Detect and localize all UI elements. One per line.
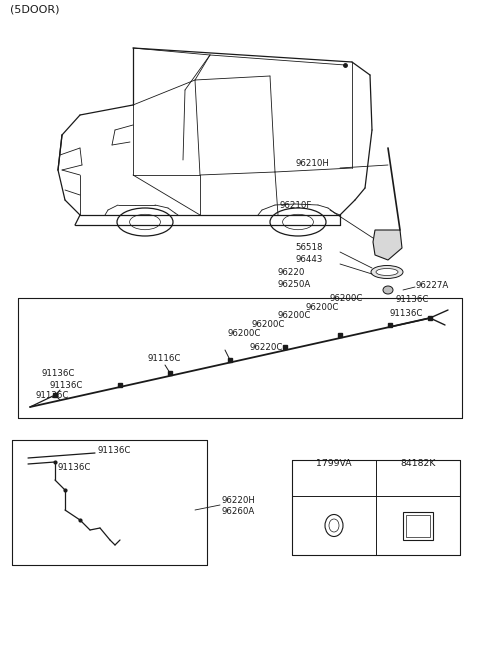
Text: 91136C: 91136C [98, 446, 132, 455]
Text: 96200C: 96200C [305, 303, 338, 312]
Text: 96220: 96220 [278, 268, 305, 277]
Ellipse shape [117, 208, 173, 236]
Text: 96443: 96443 [295, 255, 323, 264]
Ellipse shape [130, 214, 160, 229]
Text: 91136C: 91136C [42, 369, 75, 378]
Text: 91136C: 91136C [395, 295, 428, 304]
Text: 91116C: 91116C [148, 354, 181, 363]
Ellipse shape [383, 286, 393, 294]
Text: 91136C: 91136C [35, 391, 68, 400]
Text: 96220H: 96220H [222, 496, 256, 505]
Text: 91136C: 91136C [50, 381, 84, 390]
Text: 96210F: 96210F [280, 201, 312, 210]
Text: 96200C: 96200C [252, 320, 286, 329]
Text: 56518: 56518 [295, 243, 323, 252]
Text: 96200C: 96200C [228, 329, 262, 338]
Ellipse shape [376, 268, 398, 275]
Ellipse shape [371, 266, 403, 279]
Text: 96210H: 96210H [295, 159, 329, 168]
Text: 1799VA: 1799VA [316, 459, 352, 468]
Text: 84182K: 84182K [400, 459, 436, 468]
Text: 96200C: 96200C [330, 294, 363, 303]
Text: 96200C: 96200C [278, 311, 312, 320]
Bar [403, 511, 433, 540]
Ellipse shape [283, 214, 313, 229]
Text: 91136C: 91136C [390, 309, 423, 318]
Text: 96260A: 96260A [222, 507, 255, 516]
Text: 96250A: 96250A [278, 280, 311, 289]
Text: (5DOOR): (5DOOR) [10, 4, 60, 14]
Ellipse shape [270, 208, 326, 236]
Text: 96220C: 96220C [250, 343, 283, 352]
Text: 96227A: 96227A [416, 281, 449, 290]
Text: 91136C: 91136C [58, 463, 91, 472]
Polygon shape [373, 230, 402, 260]
Bar [406, 515, 430, 537]
